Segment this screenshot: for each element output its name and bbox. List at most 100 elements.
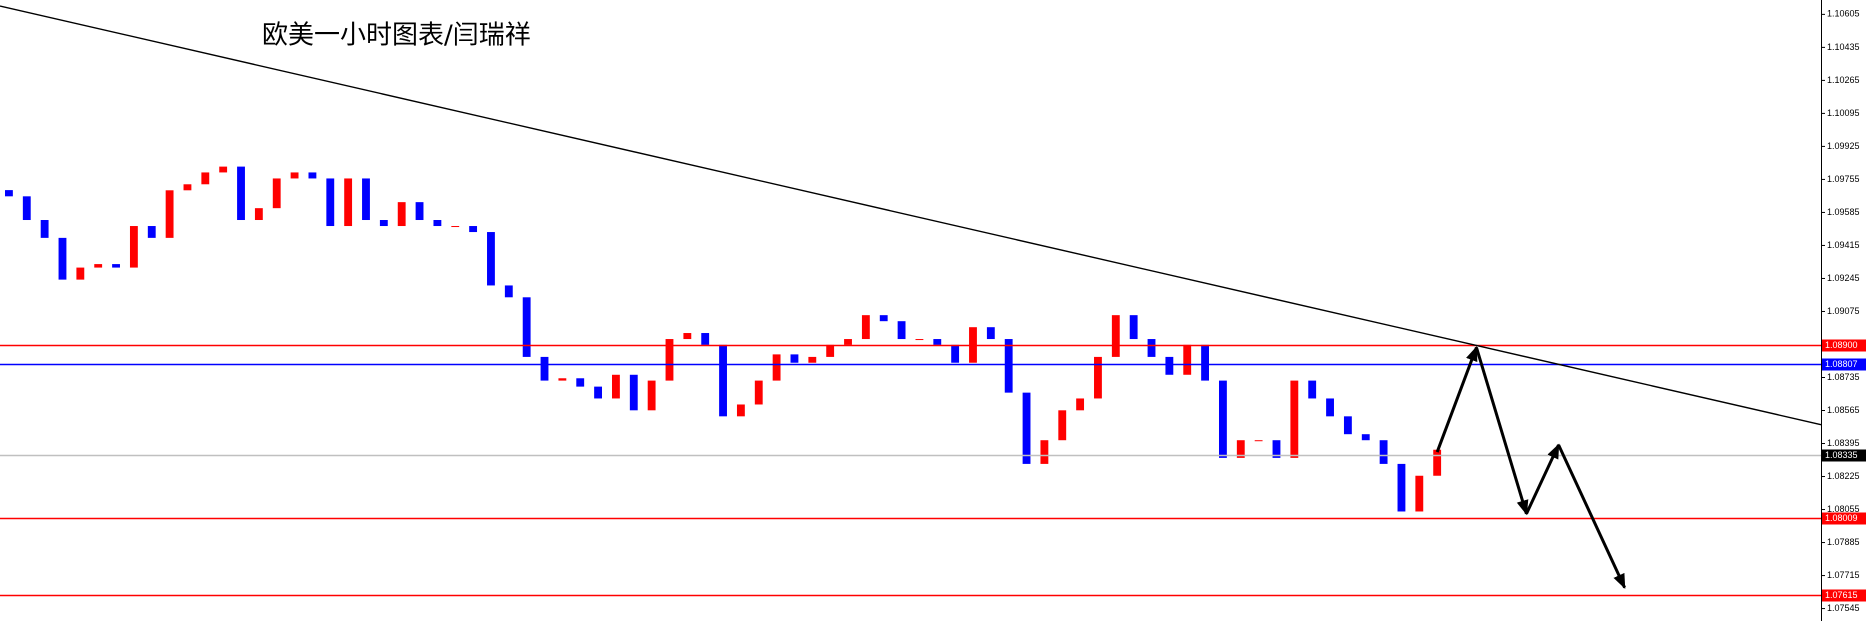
- candle-body: [397, 202, 406, 227]
- candle-body: [1379, 440, 1388, 464]
- candle-body: [1433, 449, 1442, 476]
- level-label-bg: [1822, 339, 1866, 352]
- y-tick-label: 1.09415: [1827, 240, 1860, 250]
- candle-body: [1004, 339, 1013, 393]
- y-tick-label: 1.08055: [1827, 504, 1860, 514]
- projection-arrow: [1525, 443, 1560, 515]
- candle-body: [40, 220, 49, 238]
- candle-body: [951, 344, 960, 363]
- candle-body: [1218, 380, 1227, 458]
- candle-body: [290, 172, 299, 179]
- candle-body: [879, 315, 888, 322]
- y-tick-label: 1.09925: [1827, 141, 1860, 151]
- y-tick-label: 1.08735: [1827, 372, 1860, 382]
- y-tick-label: 1.07545: [1827, 603, 1860, 613]
- y-tick-label: 1.09245: [1827, 273, 1860, 283]
- projection-arrow: [1557, 444, 1626, 589]
- candle-body: [647, 380, 656, 411]
- level-label: 1.07615: [1825, 590, 1858, 600]
- candle-body: [736, 404, 745, 417]
- candle-body: [826, 344, 835, 357]
- candle-body: [1290, 380, 1299, 458]
- y-tick-label: 1.10605: [1827, 9, 1860, 19]
- candle-body: [861, 315, 870, 340]
- candle-body: [112, 264, 120, 268]
- chart-title: 欧美一小时图表/闫瑞祥: [262, 21, 531, 51]
- candle-body: [558, 378, 567, 381]
- candle-body: [1343, 416, 1352, 435]
- candle-body: [308, 172, 317, 179]
- candle-body: [1129, 315, 1138, 340]
- candle-body: [272, 178, 281, 209]
- candle-body: [1040, 440, 1049, 464]
- candle-body: [4, 190, 13, 197]
- candle-body: [1022, 392, 1031, 464]
- candle-body: [129, 226, 138, 268]
- level-label-bg: [1822, 449, 1866, 462]
- candle-body: [1183, 344, 1192, 375]
- candle-body: [469, 226, 478, 233]
- candle-body: [897, 321, 906, 340]
- level-label: 1.08009: [1825, 513, 1858, 523]
- y-tick-label: 1.07885: [1827, 537, 1860, 547]
- candle-body: [451, 226, 460, 228]
- candle-body: [1076, 398, 1085, 411]
- candle-body: [344, 178, 353, 227]
- y-tick-label: 1.08225: [1827, 471, 1860, 481]
- candle-body: [1111, 315, 1120, 357]
- candle-body: [1147, 339, 1156, 357]
- level-label-bg: [1822, 589, 1866, 602]
- candle-body: [1397, 463, 1406, 512]
- level-label: 1.08335: [1825, 450, 1858, 460]
- candle-body: [808, 356, 817, 363]
- level-label: 1.08807: [1825, 359, 1858, 369]
- candle-body: [683, 333, 692, 340]
- candle-body: [165, 190, 174, 238]
- candle-body: [504, 285, 513, 298]
- y-tick-label: 1.10095: [1827, 108, 1860, 118]
- candle-body: [58, 237, 67, 280]
- y-tick-label: 1.10435: [1827, 42, 1860, 52]
- candle-body: [915, 339, 924, 341]
- candle-body: [540, 356, 549, 381]
- candle-body: [1236, 440, 1245, 458]
- candle-body: [1326, 398, 1334, 417]
- projection-arrow: [1475, 346, 1529, 516]
- y-tick-label: 1.10265: [1827, 75, 1860, 85]
- candle-body: [433, 220, 442, 227]
- candle-body: [1058, 410, 1067, 441]
- candle-body: [254, 208, 263, 221]
- candle-body: [1201, 344, 1210, 381]
- y-tick-label: 1.07715: [1827, 570, 1860, 580]
- candle-body: [772, 354, 781, 381]
- candle-body: [576, 378, 585, 387]
- candle-body: [415, 202, 424, 221]
- candle-body: [611, 374, 620, 399]
- candle-body: [790, 354, 799, 363]
- candle-body: [22, 196, 31, 221]
- candle-body: [183, 184, 192, 191]
- candle-body: [719, 344, 727, 417]
- candle-body: [94, 264, 103, 268]
- candle-body: [665, 339, 674, 381]
- y-tick-label: 1.08565: [1827, 405, 1860, 415]
- candle-body: [844, 339, 852, 345]
- candle-body: [1272, 440, 1281, 458]
- candle-body: [1361, 434, 1370, 441]
- candle-body: [326, 178, 335, 227]
- candle-body: [219, 166, 228, 173]
- candle-body: [1415, 475, 1424, 512]
- candle-body: [1165, 356, 1174, 375]
- candle-body: [237, 166, 245, 221]
- candle-body: [629, 374, 638, 411]
- candle-body: [933, 339, 942, 345]
- candle-body: [147, 226, 156, 238]
- candle-body: [986, 327, 995, 340]
- candle-body: [1094, 356, 1102, 399]
- level-label-bg: [1822, 512, 1866, 525]
- level-label: 1.08900: [1825, 340, 1858, 350]
- candle-body: [487, 232, 495, 286]
